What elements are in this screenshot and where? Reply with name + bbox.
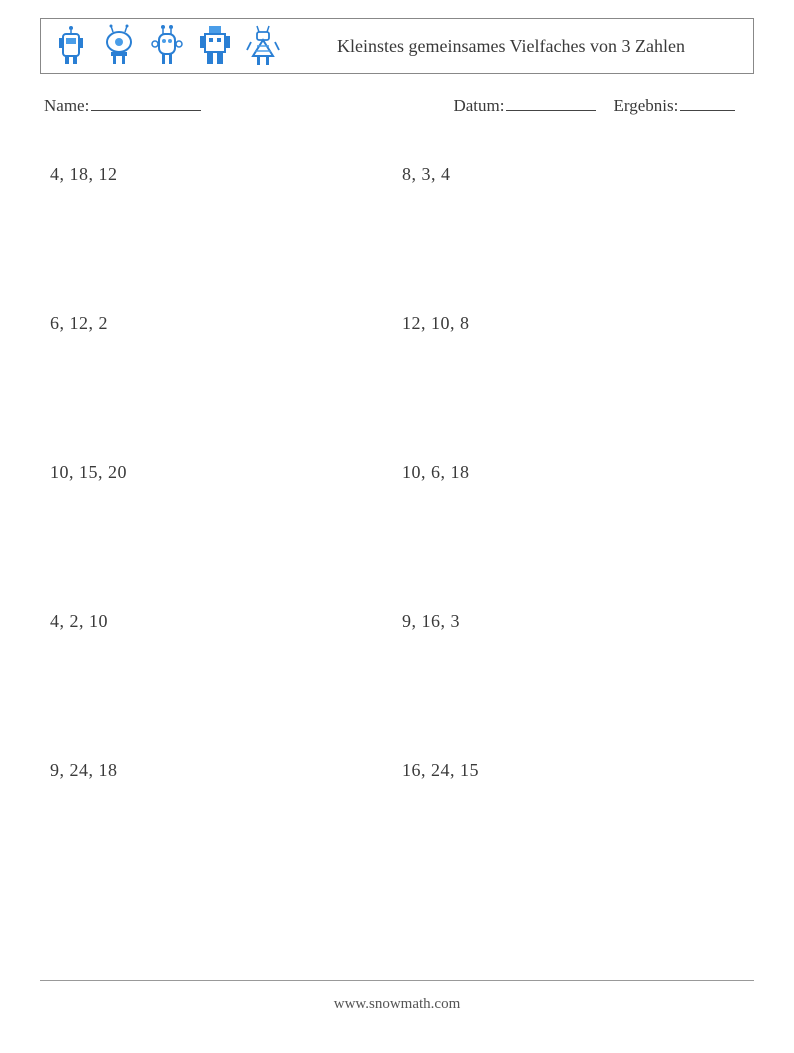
footer-url: www.snowmath.com [0, 996, 794, 1013]
worksheet-title: Kleinstes gemeinsames Vielfaches von 3 Z… [281, 35, 741, 58]
problem-cell: 9, 16, 3 [402, 611, 744, 632]
date-blank [506, 110, 596, 111]
title-container: Kleinstes gemeinsames Vielfaches von 3 Z… [281, 35, 753, 58]
robot-icon-row [41, 24, 281, 68]
result-blank [680, 110, 735, 111]
name-field: Name: [44, 96, 453, 116]
date-result-fields: Datum: Ergebnis: [453, 96, 750, 116]
robot-icon [53, 24, 89, 68]
robot-icon [197, 24, 233, 68]
result-label: Ergebnis: [613, 96, 678, 115]
problem-cell: 6, 12, 2 [50, 313, 392, 334]
problems-grid: 4, 18, 12 8, 3, 4 6, 12, 2 12, 10, 8 10,… [40, 164, 754, 781]
name-blank [91, 110, 201, 111]
problem-cell: 9, 24, 18 [50, 760, 392, 781]
problem-cell: 4, 18, 12 [50, 164, 392, 185]
robot-icon [245, 24, 281, 68]
problem-cell: 4, 2, 10 [50, 611, 392, 632]
problem-cell: 10, 6, 18 [402, 462, 744, 483]
meta-row: Name: Datum: Ergebnis: [40, 96, 754, 116]
problem-cell: 16, 24, 15 [402, 760, 744, 781]
footer-divider [40, 980, 754, 981]
problem-cell: 10, 15, 20 [50, 462, 392, 483]
date-label: Datum: [453, 96, 504, 115]
problem-cell: 12, 10, 8 [402, 313, 744, 334]
worksheet-page: Kleinstes gemeinsames Vielfaches von 3 Z… [0, 0, 794, 781]
name-label: Name: [44, 96, 89, 115]
robot-icon [149, 24, 185, 68]
robot-icon [101, 24, 137, 68]
header-box: Kleinstes gemeinsames Vielfaches von 3 Z… [40, 18, 754, 74]
problem-cell: 8, 3, 4 [402, 164, 744, 185]
